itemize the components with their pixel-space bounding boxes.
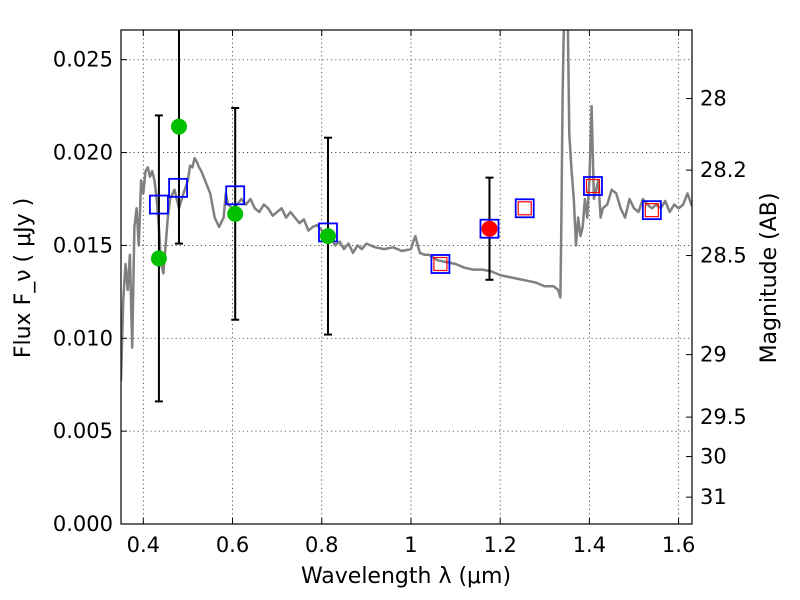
sed-model-line xyxy=(121,30,692,382)
y2-axis-label: Magnitude (AB) xyxy=(757,193,782,364)
x-tick-label: 0.4 xyxy=(127,533,160,557)
grid-lines xyxy=(121,30,692,525)
observed-circle-marker xyxy=(319,228,336,245)
y-axis-label: Flux F_ν ( μJy ) xyxy=(11,198,36,358)
model-square-marker xyxy=(149,194,169,215)
x-axis-label: Wavelength λ (μm) xyxy=(301,564,511,589)
y2-tick-label: 28.2 xyxy=(700,158,747,182)
upper-limit-square-marker xyxy=(644,203,659,218)
axis-ticks: 0.4 0.6 0.8 1 1.2 1.4 1.6 0.000 0.005 0.010 0.015 0… xyxy=(53,30,747,557)
plot-frame xyxy=(120,29,693,525)
y-tick-label: 0.020 xyxy=(53,141,113,165)
y-tick-label: 0.010 xyxy=(53,326,113,350)
observed-circle-marker xyxy=(227,205,244,222)
y-axis-label-text: Flux F_ν ( μJy ) xyxy=(11,198,36,358)
plot-area xyxy=(121,30,692,403)
y-tick-label: 0.025 xyxy=(53,48,113,72)
upper-limit-square-marker xyxy=(433,256,448,272)
observed-circle-marker xyxy=(150,250,167,267)
upper-limit-square-marker xyxy=(517,201,532,216)
y-tick-label: 0.000 xyxy=(53,512,113,536)
y2-tick-label: 28 xyxy=(700,87,727,111)
upper-limit-square-marker xyxy=(585,178,601,194)
model-square-marker xyxy=(479,218,500,239)
x-tick-label: 1.6 xyxy=(662,533,695,557)
y-tick-label: 0.005 xyxy=(53,419,113,443)
model-square-marker xyxy=(225,185,246,206)
model-square-marker xyxy=(641,200,662,221)
x-tick-label: 0.8 xyxy=(305,533,338,557)
x-tick-label: 1 xyxy=(404,533,417,557)
y-tick-label: 0.015 xyxy=(53,233,113,257)
model-square-marker xyxy=(583,176,603,196)
observed-circle-marker xyxy=(481,220,498,237)
x-tick-label: 1.4 xyxy=(573,533,606,557)
observed-circle-marker xyxy=(170,118,187,135)
x-tick-label: 0.6 xyxy=(216,533,249,557)
y2-tick-label: 28.5 xyxy=(700,244,747,268)
y2-tick-label: 30 xyxy=(700,445,727,469)
y2-tick-label: 31 xyxy=(700,485,727,509)
model-square-marker xyxy=(168,177,189,198)
data-markers xyxy=(149,118,662,274)
y2-tick-label: 29 xyxy=(700,343,727,367)
y2-tick-label: 29.5 xyxy=(700,405,747,429)
x-tick-label: 1.2 xyxy=(483,533,516,557)
model-square-marker xyxy=(430,254,451,274)
model-square-marker xyxy=(514,198,535,219)
